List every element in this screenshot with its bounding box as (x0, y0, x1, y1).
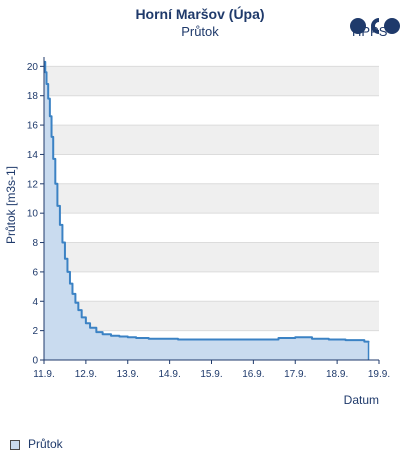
chart-title: Horní Maršov (Úpa) (135, 6, 265, 22)
legend: Průtok (10, 437, 63, 451)
x-tick-label: 18.9. (326, 369, 348, 380)
y-tick-label: 18 (27, 91, 39, 102)
y-tick-label: 2 (32, 326, 38, 337)
y-axis-ticks: 0 2 4 6 8 10 12 14 16 18 20 (27, 62, 44, 367)
axes (43, 57, 379, 361)
x-tick-label: 14.9. (159, 369, 181, 380)
flow-chart: 0 2 4 6 8 10 12 14 16 18 20 11.9. 12.9. 13.9. 14.9. 15… (4, 57, 390, 407)
grid-band (44, 154, 379, 184)
series-line (44, 60, 370, 343)
logo-text: HPPS (352, 24, 388, 39)
x-tick-label: 12.9. (75, 369, 97, 380)
grid-band (44, 59, 379, 67)
x-tick-label: 17.9. (284, 369, 306, 380)
y-tick-label: 10 (27, 209, 39, 220)
series-layer (44, 60, 370, 360)
legend-swatch (10, 439, 20, 450)
y-tick-label: 4 (32, 297, 38, 308)
x-tick-label: 11.9. (33, 369, 55, 380)
grid-band (44, 66, 379, 96)
x-axis-ticks: 11.9. 12.9. 13.9. 14.9. 15.9. 16.9. 17.9. 18.9.… (33, 360, 390, 380)
y-tick-label: 12 (27, 179, 39, 190)
grid-band (44, 301, 379, 331)
grid-band (44, 213, 379, 243)
x-axis-label: Datum (344, 393, 379, 407)
grid-band (44, 125, 379, 155)
y-tick-label: 14 (27, 150, 39, 161)
y-tick-label: 16 (27, 121, 39, 132)
grid-band (44, 95, 379, 126)
y-axis-label: Průtok [m3s-1] (4, 166, 18, 244)
y-tick-label: 20 (27, 62, 39, 73)
x-tick-label: 13.9. (117, 369, 139, 380)
legend-label: Průtok (28, 437, 63, 451)
x-tick-label: 19.9. (368, 369, 390, 380)
grid-band (44, 242, 379, 272)
grid-band (44, 183, 379, 214)
grid-band (44, 271, 379, 302)
y-tick-label: 0 (32, 356, 38, 367)
chart-subtitle: Průtok (181, 24, 219, 39)
y-tick-label: 8 (32, 238, 38, 249)
series-area (44, 61, 369, 360)
hpps-logo-icon (350, 18, 400, 34)
x-tick-label: 15.9. (200, 369, 222, 380)
x-tick-label: 16.9. (242, 369, 264, 380)
y-tick-label: 6 (32, 267, 38, 278)
grid-bands (44, 59, 379, 361)
